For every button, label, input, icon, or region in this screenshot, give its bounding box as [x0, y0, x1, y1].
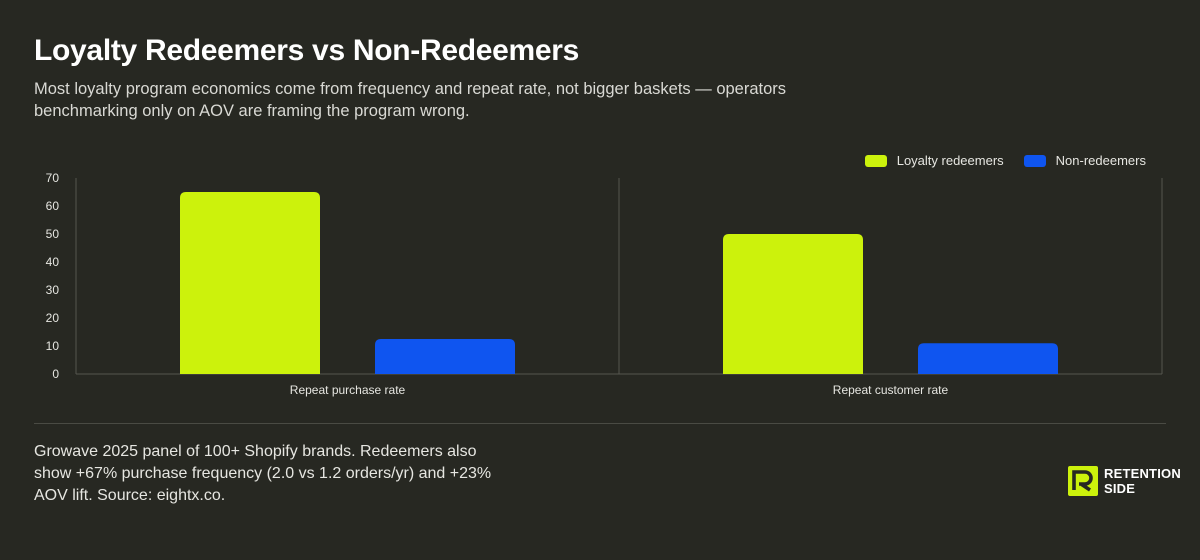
brand-logo: RETENTION SIDE: [1068, 466, 1181, 496]
y-tick-label: 60: [46, 199, 60, 213]
x-category-label: Repeat customer rate: [833, 383, 949, 397]
legend-label-loyalty-redeemers: Loyalty redeemers: [896, 153, 1004, 168]
bar-non-redeemers-1: [918, 343, 1058, 374]
chart-title: Loyalty Redeemers vs Non-Redeemers: [34, 34, 580, 67]
chart-subtitle: Most loyalty program economics come from…: [34, 80, 787, 120]
footnote: Growave 2025 panel of 100+ Shopify brand…: [34, 443, 492, 504]
y-tick-label: 0: [52, 367, 59, 381]
y-tick-label: 10: [46, 339, 60, 353]
legend-swatch-loyalty-redeemers: [864, 154, 887, 167]
bar-loyalty-redeemers-0: [180, 192, 320, 374]
bar-chart: 0 10 20 30 40 50 60 70 Repeat purchase rate Repea…: [46, 171, 1163, 397]
bar-non-redeemers-0: [375, 339, 515, 374]
x-category-label: Repeat purchase rate: [290, 383, 406, 397]
y-tick-label: 20: [46, 311, 60, 325]
y-tick-label: 40: [46, 255, 60, 269]
y-tick-label: 70: [46, 171, 60, 185]
brand-line-1: RETENTION: [1104, 466, 1181, 481]
chart-legend: Loyalty redeemers Non-redeemers: [864, 153, 1146, 168]
legend-label-non-redeemers: Non-redeemers: [1055, 153, 1146, 168]
footer-divider: [34, 423, 1166, 424]
retention-side-logo-icon: [1068, 466, 1098, 496]
brand-wordmark: RETENTION SIDE: [1104, 466, 1181, 496]
bar-loyalty-redeemers-1: [723, 234, 863, 374]
legend-swatch-non-redeemers: [1023, 154, 1046, 167]
brand-line-2: SIDE: [1104, 481, 1136, 496]
y-tick-label: 50: [46, 227, 60, 241]
legend-item-non-redeemers: Non-redeemers: [1023, 153, 1146, 168]
legend-item-loyalty-redeemers: Loyalty redeemers: [864, 153, 1004, 168]
y-tick-label: 30: [46, 283, 60, 297]
